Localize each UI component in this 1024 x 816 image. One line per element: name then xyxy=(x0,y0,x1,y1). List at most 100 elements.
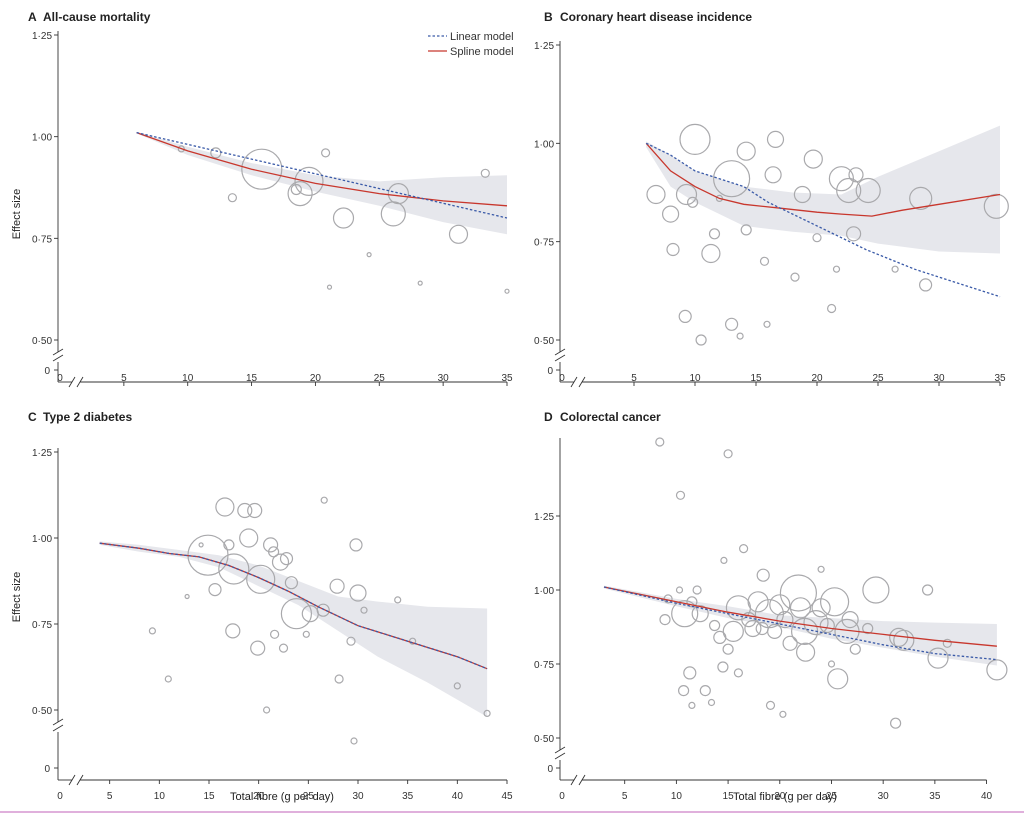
linear-model-line xyxy=(645,142,1001,298)
panel-a-title: All-cause mortality xyxy=(43,10,151,24)
study-bubble xyxy=(480,168,490,178)
study-bubble xyxy=(717,661,729,673)
study-bubble xyxy=(849,643,861,655)
study-bubble xyxy=(918,278,933,292)
y-tick-label: 0·75 xyxy=(534,238,554,249)
y-tick-label: 1·00 xyxy=(32,534,52,545)
x-tick-label: 35 xyxy=(501,373,513,384)
study-bubble xyxy=(803,609,829,636)
panel-a-letter: A xyxy=(28,10,37,24)
study-bubble xyxy=(287,181,313,207)
study-bubble xyxy=(827,660,836,668)
study-bubble xyxy=(708,619,721,632)
x-tick-label: 35 xyxy=(402,791,414,802)
study-bubble xyxy=(349,538,363,552)
x-axis-break-mark xyxy=(76,774,84,786)
study-bubble xyxy=(909,186,933,210)
study-bubble xyxy=(848,167,864,183)
study-bubble xyxy=(720,556,728,565)
study-bubble xyxy=(316,603,330,617)
y-tick-label: 0·75 xyxy=(32,234,52,245)
x-tick-label: 0 xyxy=(559,791,565,802)
x-tick-label: 15 xyxy=(723,791,735,802)
study-bubble xyxy=(828,166,855,192)
study-bubble xyxy=(483,709,491,718)
study-bubble xyxy=(671,600,699,628)
y-axis-break-mark xyxy=(52,354,64,362)
x-axis-break-mark xyxy=(76,376,84,388)
y-axis-break-mark xyxy=(554,354,566,362)
study-bubble xyxy=(862,576,890,604)
study-bubble xyxy=(215,497,235,517)
study-bubble xyxy=(826,303,837,314)
study-bubble xyxy=(218,553,250,585)
study-bubble xyxy=(334,674,344,684)
study-bubble xyxy=(790,272,800,282)
study-bubble xyxy=(227,193,237,203)
study-bubble xyxy=(986,659,1008,681)
x-tick-label: 25 xyxy=(303,791,315,802)
y-axis-break-mark xyxy=(554,348,566,356)
y-axis-break-mark xyxy=(52,724,64,732)
spline-model-line xyxy=(603,586,997,647)
study-bubble xyxy=(683,666,697,680)
study-bubble xyxy=(241,148,283,190)
study-bubble xyxy=(675,586,684,594)
x-tick-label: 30 xyxy=(878,791,890,802)
study-bubble xyxy=(210,147,222,159)
x-axis-break-mark xyxy=(570,774,578,786)
study-bubble xyxy=(803,149,823,169)
y-tick-label: 0·50 xyxy=(534,734,554,745)
panel-b-y-break-label: 0 xyxy=(547,366,553,377)
y-axis-break-mark xyxy=(554,746,566,754)
study-bubble xyxy=(764,166,782,184)
study-bubble xyxy=(744,619,762,638)
confidence-band xyxy=(646,125,1000,254)
linear-model-line xyxy=(99,542,488,670)
study-bubble xyxy=(891,265,899,273)
y-tick-label: 1·00 xyxy=(534,139,554,150)
study-bubble xyxy=(329,578,345,594)
y-axis-break-mark xyxy=(52,348,64,356)
study-bubble xyxy=(889,717,902,729)
study-bubble xyxy=(723,449,733,459)
study-bubble xyxy=(646,184,666,205)
study-bubble xyxy=(270,629,280,639)
study-bubble xyxy=(290,183,302,196)
study-bubble xyxy=(225,623,241,639)
study-bubble xyxy=(691,605,709,623)
study-bubble xyxy=(279,551,294,566)
y-axis-break-mark xyxy=(52,718,64,726)
study-bubble xyxy=(699,684,711,697)
study-bubble xyxy=(927,647,949,669)
panel-a: A All-cause mortality Effect size 0 0·50… xyxy=(11,10,514,388)
y-tick-label: 0·50 xyxy=(32,706,52,717)
panel-c-y-break-label: 0 xyxy=(44,764,50,775)
study-bubble xyxy=(198,542,204,548)
x-tick-label: 5 xyxy=(622,791,628,802)
study-bubble xyxy=(845,226,862,242)
panel-d-y-break-label: 0 xyxy=(547,764,553,775)
study-bubble xyxy=(708,228,721,240)
x-axis-break-mark xyxy=(578,774,586,786)
study-bubble xyxy=(247,502,263,519)
study-bubble xyxy=(250,640,266,656)
study-bubble xyxy=(779,710,787,718)
x-tick-label: 5 xyxy=(121,373,127,384)
study-bubble xyxy=(208,582,222,597)
x-tick-label: 25 xyxy=(826,791,838,802)
x-tick-label: 5 xyxy=(107,791,113,802)
panel-c-x-axis-title: Total fibre (g per day) xyxy=(230,791,334,803)
study-bubble xyxy=(793,185,812,204)
panel-d: D Colorectal cancer 0 Total fibre (g per… xyxy=(534,410,1008,803)
study-bubble xyxy=(836,177,862,204)
confidence-band xyxy=(136,131,507,235)
study-bubble xyxy=(246,564,276,594)
study-bubble xyxy=(239,528,259,548)
study-bubble xyxy=(692,585,702,595)
study-bubble xyxy=(321,148,331,158)
legend-linear-label: Linear model xyxy=(450,31,514,43)
x-tick-label: 45 xyxy=(501,791,513,802)
study-bubble xyxy=(724,317,739,331)
study-bubble xyxy=(655,437,665,447)
